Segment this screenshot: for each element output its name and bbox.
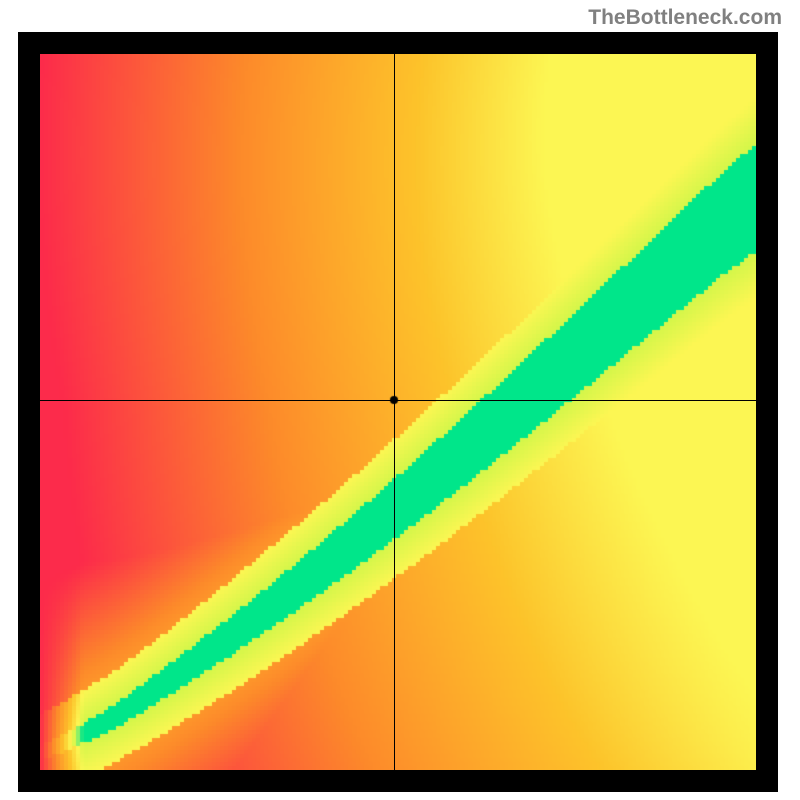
watermark-text: TheBottleneck.com <box>588 6 782 30</box>
crosshair-marker <box>40 54 756 770</box>
chart-frame <box>18 32 778 792</box>
